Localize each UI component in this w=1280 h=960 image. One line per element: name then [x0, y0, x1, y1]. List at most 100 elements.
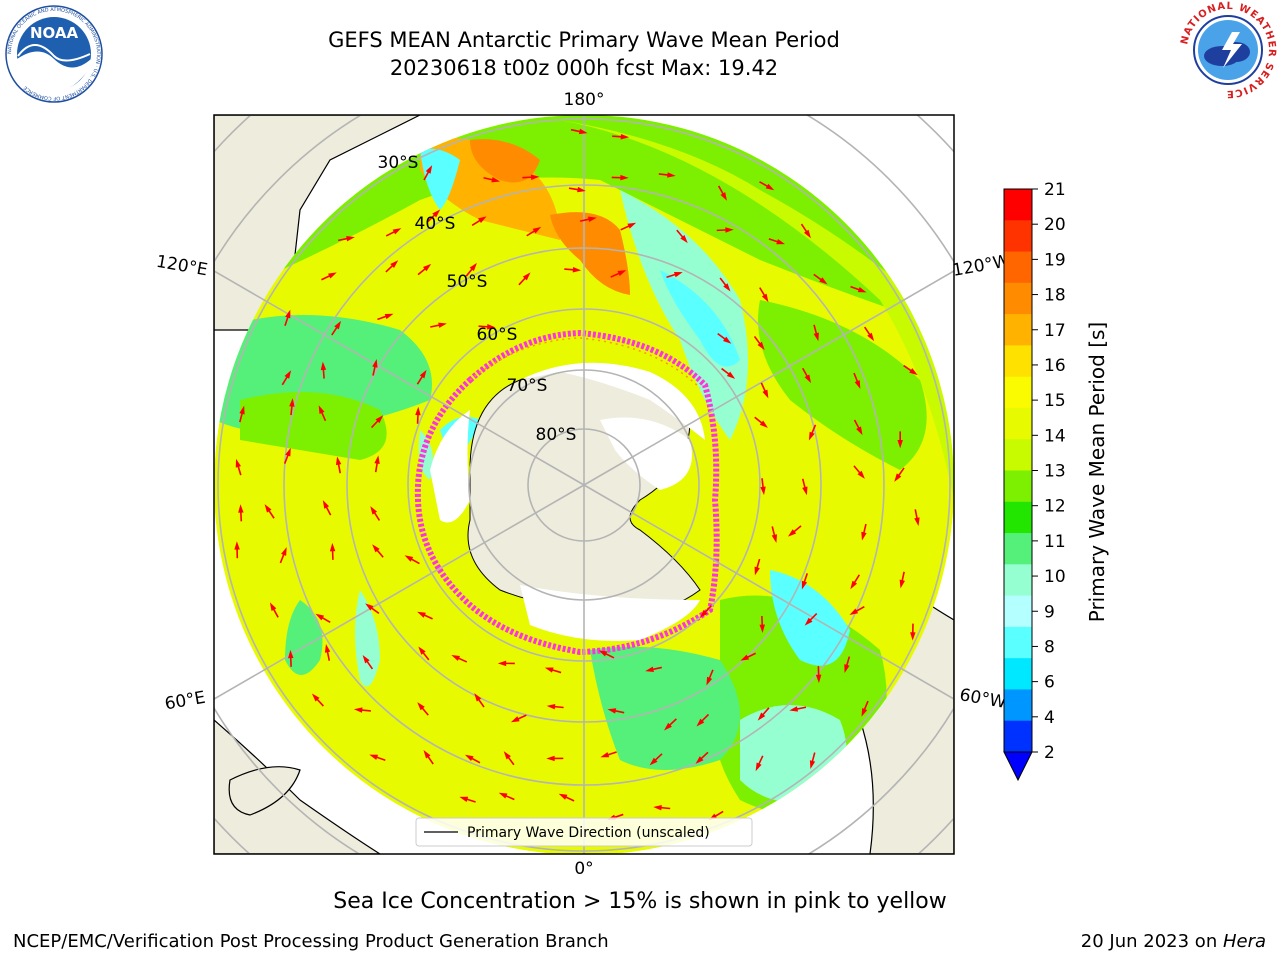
wave-direction-arrowhead: [899, 579, 905, 589]
wave-direction-arrowhead: [544, 667, 554, 673]
colorbar-tick-label: 21: [1044, 180, 1066, 200]
colorbar-band: [1004, 595, 1032, 628]
colorbar-tick-label: 20: [1044, 215, 1066, 235]
wave-direction-arrowhead: [620, 174, 629, 181]
lon-label-60w: 60°W: [958, 685, 1008, 713]
ice-shelf: [430, 410, 470, 523]
wave-direction-arrowhead: [771, 534, 777, 543]
lon-label-60e: 60°E: [163, 688, 207, 715]
wave-direction-arrowhead: [425, 165, 433, 174]
wave-direction-arrowhead: [645, 666, 654, 672]
wave-direction-arrowhead: [759, 420, 768, 428]
legend-label: Primary Wave Direction (unscaled): [467, 825, 710, 841]
lon-label-120w: 120°W: [951, 251, 1012, 281]
wave-direction-arrowhead: [546, 703, 556, 710]
colorbar-band: [1004, 282, 1032, 315]
wave-direction-arrowhead: [532, 226, 542, 234]
colorbar-band: [1004, 501, 1032, 534]
colorbar-extend-triangle: [1003, 751, 1033, 782]
wave-direction-arrowhead: [334, 320, 342, 330]
wave-direction-arrowhead: [588, 216, 597, 222]
wave-direction-arrowhead: [804, 229, 811, 239]
wave-direction-arrowhead: [578, 128, 588, 135]
wave-direction-arrowhead: [850, 580, 858, 590]
footer-host: Hera: [1222, 931, 1266, 952]
wave-direction-arrowhead: [663, 722, 672, 731]
colorbar-tick-label: 8: [1044, 637, 1055, 657]
wave-direction-arrowhead: [867, 332, 875, 342]
wave-direction-arrowhead: [418, 646, 426, 655]
wave-direction-arrowhead: [530, 174, 540, 180]
lat-label-40s: 40°S: [415, 214, 456, 234]
ice-shelf: [520, 362, 705, 440]
colorbar-band: [1004, 251, 1032, 284]
wave-direction-arrowhead: [478, 216, 487, 224]
sea-ice-caption: Sea Ice Concentration > 15% is shown in …: [333, 889, 947, 914]
wave-direction-arrowhead: [726, 371, 736, 379]
wave-direction-arrowhead: [765, 183, 775, 191]
colorbar-tick-label: 16: [1044, 356, 1066, 376]
map-subtitle: 20230618 t00z 000h fcst Max: 19.42: [389, 56, 779, 80]
colorbar-tick-label: 10: [1044, 567, 1066, 587]
wave-direction-arrowhead: [577, 186, 586, 193]
wave-direction-arrowhead: [464, 754, 474, 762]
wave-direction-arrowhead: [404, 555, 414, 562]
map-legend: [415, 817, 753, 847]
wave-direction-arrowhead: [497, 660, 507, 667]
wave-direction-arrowhead: [620, 134, 630, 140]
colorbar-tick-label: 19: [1044, 250, 1066, 270]
wave-direction-arrowhead: [328, 272, 337, 279]
wave-direction-arrowhead: [288, 649, 294, 659]
wave-direction-arrowhead: [857, 287, 867, 293]
wave-direction-arrowhead: [438, 322, 447, 328]
wave-direction-arrowhead: [804, 374, 812, 384]
wave-direction-arrowhead: [269, 602, 277, 612]
colorbar-band: [1004, 439, 1032, 471]
colorbar-tick-label: 12: [1044, 497, 1066, 517]
wave-direction-arrowhead: [320, 361, 327, 371]
wave-direction-arrowhead: [329, 542, 336, 552]
wave-direction-arrowhead: [284, 370, 292, 379]
wave-direction-arrowhead: [720, 192, 727, 201]
wave-direction-arrowhead: [264, 504, 272, 513]
wave-direction-arrowhead: [695, 756, 704, 764]
wave-direction-arrowhead: [897, 440, 903, 449]
wave-direction-arrowhead: [238, 504, 244, 513]
wave-direction-arrowhead: [423, 263, 432, 272]
wave-direction-arrowhead: [372, 358, 378, 368]
colorbar-tick-label: 2: [1044, 743, 1055, 763]
wave-direction-arrowhead: [281, 547, 287, 556]
lon-label-120e: 120°E: [155, 252, 209, 281]
wave-direction-arrowhead: [372, 544, 380, 553]
wave-direction-arrowhead: [857, 470, 865, 479]
wave-direction-arrowhead: [762, 389, 769, 399]
nws-logo: NATIONAL WEATHER SERVICE: [1179, 1, 1276, 99]
wave-direction-arrowhead: [706, 676, 713, 686]
wave-direction-arrowhead: [423, 750, 431, 759]
wave-direction-arrowhead: [239, 405, 245, 415]
colorbar-tick-label: 11: [1044, 532, 1066, 552]
wave-direction-arrowhead: [759, 624, 765, 633]
wave-direction-arrowhead: [474, 693, 482, 702]
wave-direction-arrowhead: [353, 707, 363, 713]
wave-direction-arrowhead: [459, 796, 469, 802]
wave-direction-arrowhead: [696, 718, 705, 727]
wave-direction-arrowhead: [417, 702, 425, 711]
wave-direction-arrowhead: [558, 793, 568, 800]
wave-direction-arrowhead: [819, 277, 828, 285]
lon-label-0: 0°: [574, 859, 593, 879]
colorbar-band: [1004, 720, 1032, 753]
wave-direction-arrowhead: [390, 260, 399, 268]
wave-direction-arrowhead: [370, 506, 378, 515]
colorbar-band: [1004, 407, 1032, 440]
colorbar-tick-label: 15: [1044, 391, 1066, 411]
wave-direction-arrowhead: [392, 228, 402, 235]
map-title: GEFS MEAN Antarctic Primary Wave Mean Pe…: [328, 28, 840, 52]
colorbar-tick-label: 17: [1044, 321, 1066, 341]
wave-direction-arrowhead: [680, 234, 688, 244]
wave-direction-arrowhead: [375, 415, 384, 424]
wave-direction-arrowhead: [809, 760, 816, 769]
wave-direction-arrowhead: [384, 313, 394, 320]
wave-direction-arrowhead: [844, 664, 850, 673]
wave-direction-arrowhead: [510, 716, 520, 723]
